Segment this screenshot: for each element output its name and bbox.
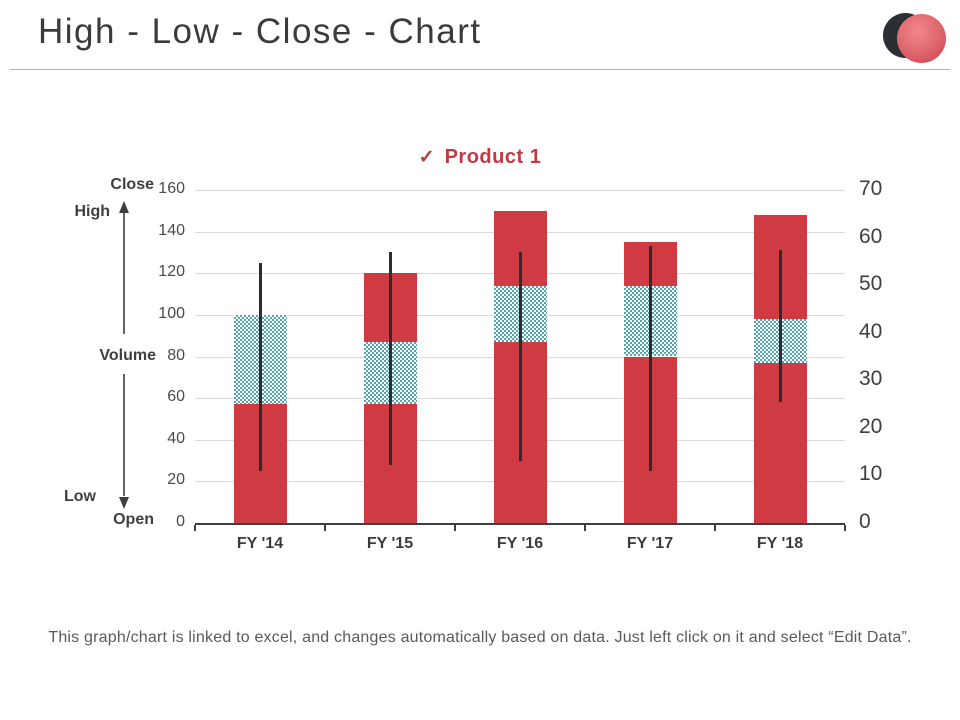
chart-plot-area[interactable]: 0 20 40 60 80 100 120 140 160 0 10 20 30 40 50 60 70 FY '…	[158, 177, 882, 552]
grid-line	[195, 190, 845, 191]
right-axis-tick-label: 40	[859, 319, 883, 343]
high-low-line[interactable]	[518, 252, 522, 461]
left-axis-tick-label: 20	[167, 471, 185, 489]
left-axis-tick-label: 100	[158, 304, 185, 322]
x-axis-tick	[844, 525, 846, 531]
high-low-line[interactable]	[388, 252, 392, 465]
high-low-line[interactable]	[778, 250, 782, 403]
x-axis-category-label: FY '14	[236, 535, 284, 552]
left-axis-tick-label: 140	[158, 221, 185, 239]
right-axis-tick-label: 60	[859, 224, 883, 248]
right-axis-tick-label: 30	[859, 367, 883, 391]
left-axis-tick-label: 0	[176, 513, 185, 530]
left-axis-tick-label: 120	[158, 263, 185, 281]
left-axis-tick-label: 60	[167, 388, 185, 406]
x-axis-tick	[714, 525, 716, 531]
x-axis-tick	[584, 525, 586, 531]
right-axis-tick-label: 70	[859, 177, 883, 200]
right-axis-tick-label: 20	[859, 414, 883, 438]
left-axis-tick-label: 80	[167, 346, 185, 364]
high-low-line[interactable]	[258, 262, 262, 471]
x-axis-category-label: FY '16	[496, 535, 544, 552]
x-axis-category-label: FY '15	[366, 535, 414, 552]
arrow-down-icon	[119, 374, 129, 509]
axis-annotation-high: High	[74, 203, 110, 220]
right-axis-tick-label: 10	[859, 462, 883, 486]
left-axis-tick-label: 160	[158, 180, 185, 197]
x-axis-tick	[194, 525, 196, 531]
check-icon: ✓	[418, 147, 435, 168]
axis-annotation-volume: Volume	[99, 347, 156, 364]
logo-red-circle-icon	[897, 14, 946, 63]
axis-annotation-close: Close	[110, 176, 154, 193]
chart-legend: ✓ Product 1	[0, 146, 960, 169]
x-axis-tick	[324, 525, 326, 531]
legend-label: Product 1	[444, 146, 542, 168]
right-axis-tick-label: 0	[859, 510, 871, 533]
axis-annotation-open: Open	[113, 511, 154, 528]
arrow-up-icon	[119, 201, 129, 334]
x-axis-tick	[454, 525, 456, 531]
x-axis-category-label: FY '18	[756, 535, 804, 552]
left-axis-tick-label: 40	[167, 429, 185, 447]
axis-annotation-low: Low	[64, 488, 96, 505]
footer-note: This graph/chart is linked to excel, and…	[48, 629, 912, 646]
x-axis-line	[195, 523, 845, 525]
title-divider	[10, 69, 950, 70]
right-axis-tick-label: 50	[859, 272, 883, 296]
x-axis-category-label: FY '17	[626, 535, 674, 552]
high-low-line[interactable]	[648, 246, 652, 471]
page-title: High - Low - Close - Chart	[38, 12, 482, 51]
logo	[880, 10, 952, 66]
